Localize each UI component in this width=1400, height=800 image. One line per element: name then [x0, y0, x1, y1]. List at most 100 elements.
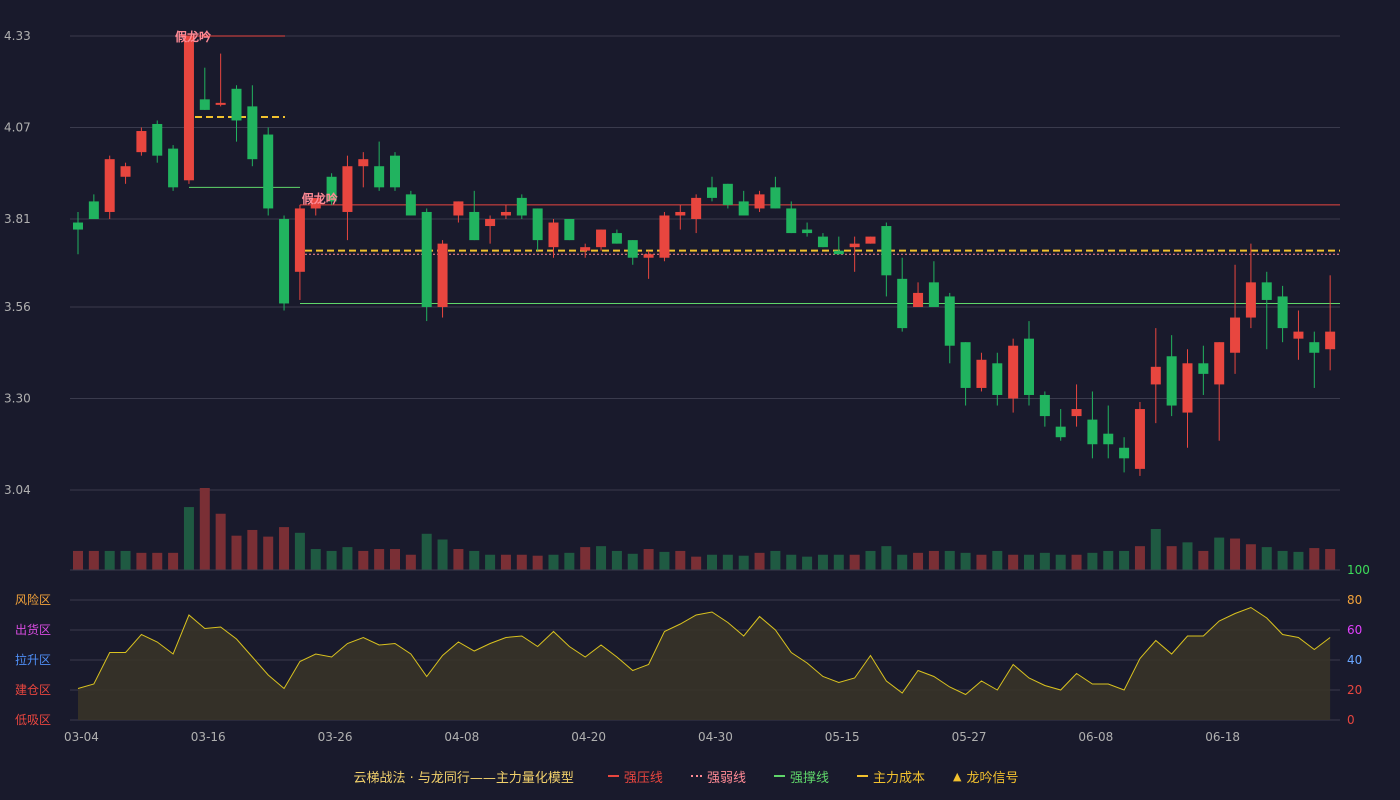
candle-body [992, 363, 1003, 395]
legend-item-pressure[interactable]: 强压线 [607, 767, 663, 786]
candle-body [770, 187, 781, 209]
candle-body [231, 88, 242, 121]
date-tick-label: 04-20 [571, 730, 606, 744]
price-tick-label: 3.81 [4, 212, 31, 226]
volume-bar [469, 550, 480, 570]
candle-body [263, 134, 274, 209]
candle-body [817, 236, 828, 248]
volume-bar [73, 550, 83, 570]
volume-bar [1071, 554, 1082, 570]
volume-bar [596, 546, 607, 570]
dashed-line-icon [856, 775, 868, 777]
candle-body [707, 187, 717, 198]
volume-bar [691, 556, 702, 570]
volume-bar [1166, 546, 1177, 570]
volume-bar [580, 547, 591, 570]
candle-body [1198, 363, 1209, 374]
volume-bar [247, 529, 258, 570]
candle-body [881, 226, 892, 276]
candle-body [897, 278, 908, 329]
volume-bar [326, 550, 337, 570]
signal-label: 假龙吟 [175, 29, 211, 44]
candle-body [469, 211, 480, 241]
date-axis: 03-04 03-16 03-26 04-08 04-20 04-30 05-15 05-27… [64, 730, 1240, 744]
volume-bar [833, 554, 844, 570]
candle-body [152, 123, 163, 156]
candle-body [611, 233, 622, 244]
price-tick-label: 3.30 [4, 391, 31, 405]
candle-body [1134, 409, 1145, 469]
candle-body [1245, 282, 1256, 318]
volume-bar [1055, 554, 1066, 570]
volume-bar [1245, 544, 1256, 570]
volume-bar [104, 550, 115, 570]
volume-bar [944, 550, 955, 570]
candle-body [928, 282, 939, 307]
volume-bar [770, 550, 781, 570]
date-tick-label: 04-08 [444, 730, 479, 744]
price-axis: 3.04 3.30 3.56 3.81 4.07 4.33 [4, 29, 31, 497]
volume-bar [88, 550, 99, 570]
volume-bar [437, 539, 448, 570]
date-tick-label: 03-04 [64, 730, 99, 744]
volume-bar [1309, 548, 1320, 570]
volume-bar [627, 553, 638, 570]
candle-body [183, 36, 194, 181]
candle-body [485, 219, 496, 227]
volume-bar [548, 554, 559, 570]
candle-body [596, 229, 607, 248]
candle-body [627, 240, 638, 258]
candle-body [944, 296, 955, 346]
solid-line-icon [607, 775, 619, 777]
volume-bar [1103, 550, 1114, 570]
volume-bar [358, 550, 369, 570]
candle-body [405, 194, 416, 216]
volume-bar [310, 549, 321, 570]
legend-item-support[interactable]: 强撑线 [773, 767, 829, 786]
volume-bar [342, 547, 353, 570]
candle-body [738, 201, 749, 216]
level-lines [180, 35, 1340, 304]
candle-body [1039, 394, 1050, 417]
legend-label: 强撑线 [789, 770, 829, 786]
price-tick-label: 3.56 [4, 300, 31, 314]
legend-item-weak[interactable]: 强弱线 [690, 767, 746, 786]
legend-label: 强弱线 [706, 770, 746, 786]
candlesticks [73, 36, 1336, 476]
candle-body [136, 131, 147, 153]
candle-body [691, 197, 702, 220]
price-tick-label: 4.33 [4, 29, 31, 43]
volume-bar [136, 552, 147, 570]
date-tick-label: 03-26 [318, 730, 353, 744]
date-tick-label: 06-18 [1205, 730, 1240, 744]
volume-bar [897, 554, 908, 570]
volume-bar [643, 549, 654, 570]
candle-body [1230, 317, 1241, 353]
candle-body [1293, 331, 1304, 339]
volume-bar [421, 533, 432, 570]
volume-bar [152, 552, 163, 570]
candle-body [849, 243, 860, 248]
legend-item-cost[interactable]: 主力成本 [856, 767, 925, 786]
candle-body [643, 254, 654, 258]
volume-bar [279, 527, 290, 570]
legend-item-signal[interactable]: ▲ 龙吟信号 [953, 767, 1018, 786]
volume-bar [294, 532, 305, 570]
volume-bar [722, 554, 733, 570]
candle-body [453, 201, 464, 216]
indicator-tick-label: 0 [1347, 713, 1355, 727]
candle-body [976, 359, 987, 388]
date-tick-label: 05-27 [952, 730, 987, 744]
volume-bar [1039, 552, 1050, 570]
volume-bar [183, 507, 194, 570]
triangle-icon: ▲ [952, 769, 962, 783]
candle-body [675, 211, 686, 216]
candle-body [1277, 296, 1288, 329]
volume-bar [802, 556, 813, 570]
legend-label: 主力成本 [872, 770, 925, 786]
candle-body [358, 159, 369, 167]
legend-label: 龙吟信号 [966, 770, 1019, 786]
candle-body [1087, 419, 1098, 445]
indicator-area [77, 606, 1331, 720]
volume-bar [992, 550, 1003, 570]
